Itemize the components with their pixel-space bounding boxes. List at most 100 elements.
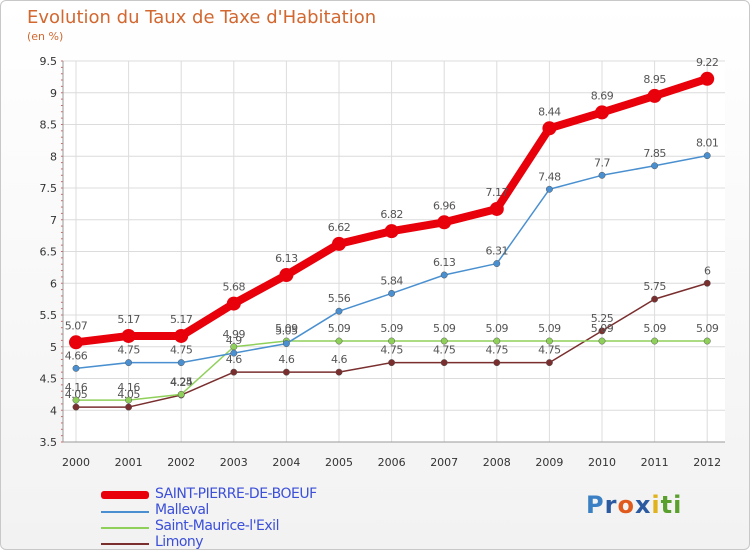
data-point <box>703 279 711 287</box>
proxiti-logo: Proxiti <box>586 491 682 519</box>
legend-swatch <box>101 527 149 529</box>
y-tick-label: 4 <box>50 404 57 417</box>
data-label: 5.07 <box>65 319 88 332</box>
data-point <box>177 390 185 398</box>
data-point <box>388 359 396 367</box>
data-label: 5.84 <box>380 274 403 287</box>
legend-label: Limony <box>155 534 204 550</box>
data-point <box>125 396 133 404</box>
legend-swatch <box>101 491 149 499</box>
y-tick-label: 9 <box>50 87 57 100</box>
data-label: 4.9 <box>226 334 242 347</box>
data-label: 6.62 <box>328 221 351 234</box>
legend-label: Malleval <box>155 502 209 518</box>
x-tick-label: 2010 <box>588 456 616 469</box>
y-tick-label: 3.5 <box>40 436 58 449</box>
data-point <box>651 337 659 345</box>
data-label: 6.82 <box>380 208 403 221</box>
data-label: 8.44 <box>538 105 561 118</box>
logo-letter: r <box>604 491 618 519</box>
data-label: 5.09 <box>696 322 719 335</box>
data-point <box>703 152 711 160</box>
data-label: 8.69 <box>591 89 614 102</box>
y-tick-label: 7.5 <box>40 182 58 195</box>
data-point <box>384 224 399 239</box>
y-tick-label: 6.5 <box>40 246 58 259</box>
x-tick-label: 2004 <box>272 456 300 469</box>
y-tick-label: 6 <box>50 277 57 290</box>
data-label: 5.17 <box>170 313 193 326</box>
x-tick-label: 2011 <box>641 456 669 469</box>
data-label: 5.09 <box>591 322 614 335</box>
data-point <box>230 349 238 357</box>
legend-label: SAINT-PIERRE-DE-BOEUF <box>155 486 317 502</box>
data-label: 4.99 <box>223 328 246 341</box>
data-point <box>493 359 501 367</box>
data-point <box>651 295 659 303</box>
data-point <box>72 396 80 404</box>
data-point <box>651 162 659 170</box>
data-point <box>437 215 452 230</box>
x-tick-label: 2005 <box>325 456 353 469</box>
data-label: 4.05 <box>117 388 140 401</box>
x-tick-label: 2006 <box>378 456 406 469</box>
data-point <box>69 335 83 350</box>
data-point <box>335 368 343 376</box>
data-point <box>125 359 133 367</box>
data-label: 6.31 <box>486 245 509 258</box>
data-point <box>230 368 238 376</box>
data-label: 5.09 <box>275 322 298 335</box>
y-tick-label: 4.5 <box>40 373 58 386</box>
y-tick-label: 5.5 <box>40 309 58 322</box>
data-label: 5.05 <box>275 325 298 338</box>
data-point <box>493 337 501 345</box>
data-label: 5.09 <box>328 322 351 335</box>
data-label: 4.6 <box>226 353 242 366</box>
data-label: 5.25 <box>591 312 614 325</box>
data-point <box>595 105 609 120</box>
data-point <box>332 236 346 251</box>
data-point <box>440 359 448 367</box>
data-point <box>647 88 662 103</box>
x-tick-label: 2001 <box>115 456 143 469</box>
data-label: 4.24 <box>170 376 193 389</box>
data-point <box>279 267 294 282</box>
data-label: 5.09 <box>380 322 403 335</box>
data-label: 5.68 <box>223 281 246 294</box>
x-tick-label: 2008 <box>483 456 511 469</box>
data-label: 4.75 <box>117 344 140 357</box>
x-tick-label: 2000 <box>62 456 90 469</box>
data-label: 8.95 <box>643 73 666 86</box>
data-label: 6.13 <box>433 256 456 269</box>
data-point <box>388 337 396 345</box>
data-point <box>493 260 501 268</box>
data-label: 4.25 <box>170 375 193 388</box>
data-label: 7.48 <box>538 170 561 183</box>
data-label: 4.75 <box>380 344 403 357</box>
unit-label: (en %) <box>27 30 64 43</box>
data-point <box>335 307 343 315</box>
legend-label: Saint-Maurice-l'Exil <box>155 518 279 534</box>
x-tick-label: 2003 <box>220 456 248 469</box>
data-point <box>545 185 553 193</box>
legend-swatch <box>101 511 149 513</box>
data-label: 4.66 <box>65 349 88 362</box>
data-point <box>542 121 557 136</box>
data-point <box>440 337 448 345</box>
data-point <box>282 340 290 348</box>
data-label: 4.6 <box>331 353 347 366</box>
data-point <box>174 328 189 343</box>
data-label: 4.16 <box>65 381 88 394</box>
data-label: 4.75 <box>486 344 509 357</box>
logo-letter: x <box>634 491 652 519</box>
data-point <box>226 296 241 311</box>
x-tick-label: 2002 <box>167 456 195 469</box>
data-label: 6.96 <box>433 199 456 212</box>
data-label: 7.85 <box>643 147 666 160</box>
data-label: 7.7 <box>594 156 610 169</box>
data-point <box>335 337 343 345</box>
data-label: 5.09 <box>433 322 456 335</box>
data-point <box>598 337 606 345</box>
data-point <box>72 403 80 411</box>
